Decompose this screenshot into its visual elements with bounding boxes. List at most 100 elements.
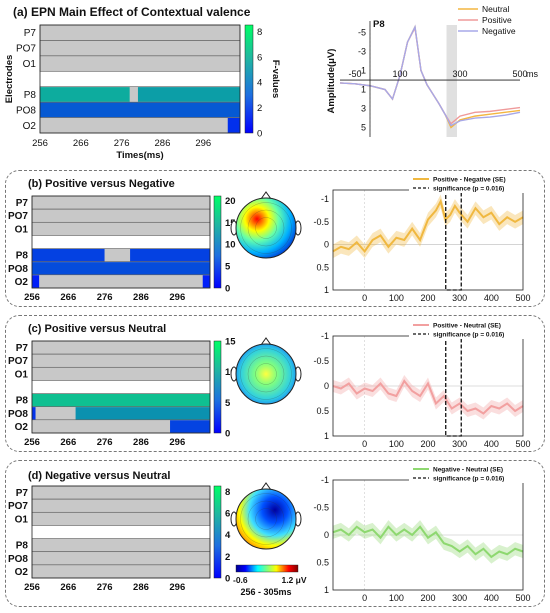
heatmap-a-cell	[40, 117, 228, 133]
heatmap-xtick: 266	[60, 582, 76, 593]
colorbar-tick: 0	[225, 574, 230, 585]
line-xtick: 300	[452, 69, 467, 79]
heatmap-c-cell	[32, 420, 171, 433]
colorbar-tick: 5	[225, 262, 231, 273]
line-xtick: 200	[420, 293, 435, 303]
series-line-positive-negative-se-	[332, 198, 524, 253]
legend-label: Positive - Neutral (SE)	[433, 323, 501, 330]
heatmap-c-frame	[31, 340, 211, 434]
heatmap-xtick: 276	[114, 138, 130, 149]
topo-colorbar-min: -0.6	[233, 575, 248, 585]
electrode-label: O1	[15, 369, 29, 380]
scalp-map	[235, 488, 297, 550]
line-ytick: -0.5	[313, 217, 329, 227]
heatmap-xtick: 256	[24, 437, 40, 448]
legend-label: significance (p = 0.016)	[433, 332, 504, 339]
colorbar-tick: 0	[225, 284, 230, 295]
heatmap-xtick: 276	[97, 437, 113, 448]
legend-bg	[409, 463, 527, 483]
line-ytick: 0	[324, 381, 329, 391]
electrode-label: PO7	[8, 501, 28, 512]
line-xunit: ms	[526, 69, 538, 79]
contour-line	[247, 209, 285, 247]
heatmap-a-frame	[39, 24, 241, 134]
line-xtick: 0	[362, 293, 367, 303]
line-ytick: -0.5	[313, 503, 329, 513]
electrode-label: PO8	[8, 409, 28, 420]
heatmap-xtick: 256	[32, 138, 48, 149]
line-xtick: 400	[484, 293, 499, 303]
heatmap-a-row-P7	[39, 24, 241, 41]
heatmap-b-cell	[32, 248, 105, 262]
electrode-label: O2	[23, 121, 37, 132]
legend-label: significance (p = 0.016)	[433, 476, 504, 483]
line-ytick: -1	[321, 475, 329, 485]
electrode-label: PO7	[8, 211, 28, 222]
colorbar-tick: 8	[225, 487, 230, 498]
colorbar-tick: 0	[225, 429, 230, 440]
heatmap-c-cell	[35, 407, 76, 420]
line-channel-label: P8	[373, 19, 385, 30]
legend-label: Neutral	[482, 4, 510, 14]
heatmap-xtick: 286	[155, 138, 171, 149]
heatmap-b-cell	[32, 262, 210, 275]
colorbar-a	[244, 24, 254, 134]
electrode-label: P7	[24, 28, 37, 39]
heatmap-xtick: 266	[60, 292, 76, 303]
heatmap-xtick: 296	[169, 292, 185, 303]
colorbar-tick: 20	[225, 196, 236, 207]
electrode-label: PO7	[16, 44, 36, 55]
panel-a-title: (a) EPN Main Effect of Contextual valenc…	[13, 5, 251, 19]
line-xtick: 300	[452, 439, 467, 449]
heatmap-c-cell	[170, 420, 210, 433]
line-xtick: 200	[420, 439, 435, 449]
series-line-neutral	[339, 24, 521, 129]
line-ytick: 0.5	[316, 406, 329, 416]
electrode-label: O2	[15, 277, 29, 288]
colorbar-tick: 5	[225, 398, 231, 409]
colorbar-tick: 2	[257, 103, 262, 114]
line-xtick: 300	[452, 593, 467, 603]
panel-d-frame	[5, 460, 545, 607]
heatmap-a-cell	[137, 87, 240, 102]
line-xtick: 500	[515, 293, 530, 303]
contour-line	[255, 508, 277, 530]
colorbar-label: F-values	[270, 60, 281, 99]
colorbar-tick: 10	[225, 240, 236, 251]
line-xtick: 100	[389, 439, 404, 449]
line-ytick: -1	[321, 331, 329, 341]
colorbar-c	[213, 340, 222, 434]
heatmap-xtick: 256	[24, 292, 40, 303]
electrode-label: P7	[16, 198, 29, 209]
line-xtick: 100	[392, 69, 407, 79]
colorbar-tick: 15	[225, 337, 236, 348]
line-ytick: 1	[361, 85, 366, 95]
electrode-label: P8	[24, 90, 37, 101]
electrode-label: PO7	[8, 356, 28, 367]
panel-b-frame	[5, 170, 545, 307]
electrode-label: P7	[16, 488, 29, 499]
colorbar-tick: 4	[225, 530, 231, 541]
line-xtick: 500	[515, 439, 530, 449]
line-ytick: -5	[358, 28, 366, 38]
series-line-positive-neutral-se-	[332, 379, 524, 415]
legend-label: Positive - Negative (SE)	[433, 177, 506, 184]
line-ytick: 1	[324, 285, 329, 295]
legend-bg	[409, 319, 527, 339]
electrode-label: O1	[15, 224, 29, 235]
scalp-map	[235, 197, 297, 259]
heatmap-b-frame	[31, 195, 211, 289]
heatmap-xtick: 276	[97, 292, 113, 303]
legend-label: Negative - Neutral (SE)	[433, 467, 503, 474]
se-band	[333, 520, 523, 564]
contour-line	[240, 202, 292, 254]
heatmap-xtick: 286	[133, 437, 149, 448]
line-ytick: -1	[358, 66, 366, 76]
line-ytick: 0	[324, 240, 329, 250]
heatmap-b-cell	[32, 275, 40, 288]
heatmap-xlabel: Times(ms)	[116, 150, 163, 161]
colorbar-d	[213, 485, 222, 579]
heatmap-a-row-PO7	[39, 40, 241, 57]
line-ytick: -3	[358, 47, 366, 57]
